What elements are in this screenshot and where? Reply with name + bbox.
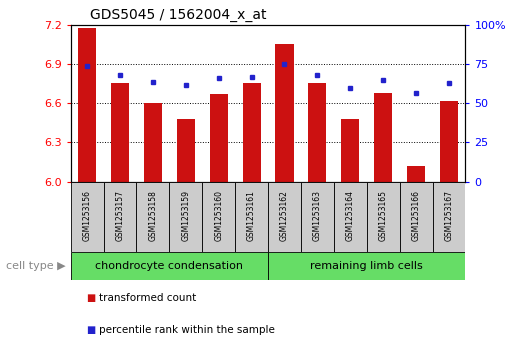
Bar <box>341 119 359 182</box>
Bar <box>268 182 301 252</box>
Bar <box>367 182 400 252</box>
Bar <box>268 252 465 280</box>
Bar <box>137 182 169 252</box>
Text: GSM1253166: GSM1253166 <box>412 190 420 241</box>
Bar <box>400 182 433 252</box>
Bar <box>243 83 260 182</box>
Bar <box>144 103 162 182</box>
Bar <box>374 93 392 182</box>
Text: GSM1253161: GSM1253161 <box>247 190 256 241</box>
Text: ■: ■ <box>86 293 96 303</box>
Text: GSM1253159: GSM1253159 <box>181 190 190 241</box>
Text: GSM1253165: GSM1253165 <box>379 190 388 241</box>
Text: GSM1253164: GSM1253164 <box>346 190 355 241</box>
Text: GSM1253157: GSM1253157 <box>116 190 124 241</box>
Text: remaining limb cells: remaining limb cells <box>310 261 423 271</box>
Text: GSM1253162: GSM1253162 <box>280 190 289 241</box>
Bar <box>111 83 129 182</box>
Bar <box>433 182 465 252</box>
Bar <box>210 94 228 182</box>
Text: GSM1253160: GSM1253160 <box>214 190 223 241</box>
Text: GSM1253163: GSM1253163 <box>313 190 322 241</box>
Text: GSM1253167: GSM1253167 <box>445 190 453 241</box>
Bar <box>309 83 326 182</box>
Text: GSM1253158: GSM1253158 <box>149 190 157 241</box>
Bar <box>71 182 104 252</box>
Bar <box>78 28 96 182</box>
Bar <box>71 252 268 280</box>
Text: cell type ▶: cell type ▶ <box>6 261 65 271</box>
Text: transformed count: transformed count <box>99 293 197 303</box>
Bar <box>202 182 235 252</box>
Bar <box>301 182 334 252</box>
Bar <box>334 182 367 252</box>
Bar <box>104 182 137 252</box>
Text: GDS5045 / 1562004_x_at: GDS5045 / 1562004_x_at <box>90 8 267 22</box>
Bar <box>276 44 293 182</box>
Bar <box>440 101 458 182</box>
Text: ■: ■ <box>86 325 96 335</box>
Text: GSM1253156: GSM1253156 <box>83 190 92 241</box>
Bar <box>177 119 195 182</box>
Bar <box>407 166 425 182</box>
Bar <box>169 182 202 252</box>
Text: chondrocyte condensation: chondrocyte condensation <box>95 261 243 271</box>
Text: percentile rank within the sample: percentile rank within the sample <box>99 325 275 335</box>
Bar <box>235 182 268 252</box>
